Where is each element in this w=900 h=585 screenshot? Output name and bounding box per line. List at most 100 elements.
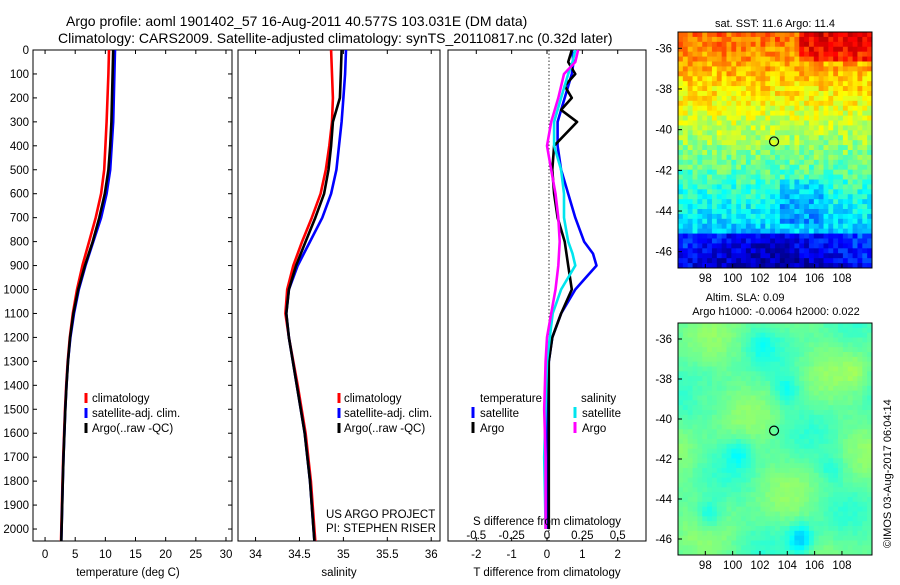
sla_map-cell bbox=[838, 419, 844, 425]
sla_map-cell bbox=[702, 472, 708, 479]
sla_map-cell bbox=[750, 482, 756, 488]
sst_map-cell bbox=[697, 120, 703, 126]
sla_map-cell bbox=[852, 366, 858, 372]
sla_map-cell bbox=[813, 535, 820, 541]
sst_map-cell bbox=[736, 95, 742, 102]
sla_map-cell bbox=[770, 530, 776, 537]
sla_map-cell bbox=[833, 424, 839, 430]
sst_map-cell bbox=[765, 81, 771, 87]
sla_map-cell bbox=[857, 530, 863, 537]
sst_map-cell bbox=[867, 81, 873, 87]
sst_map-cell bbox=[818, 115, 824, 121]
sst_map-cell bbox=[745, 66, 752, 72]
sst_map-cell bbox=[857, 145, 863, 151]
sst_map-cell bbox=[721, 164, 727, 171]
sla_map-cell bbox=[736, 376, 742, 382]
sla_map-cell bbox=[692, 439, 698, 445]
sla_map-cell bbox=[692, 550, 698, 556]
sst_map-cell bbox=[818, 179, 824, 185]
sla_map-cell bbox=[697, 448, 703, 454]
sst_map-cell bbox=[687, 71, 693, 77]
sla_map-cell bbox=[808, 323, 815, 329]
sst_map-cell bbox=[760, 248, 766, 254]
sla_map-cell bbox=[721, 468, 727, 474]
sst_map-cell bbox=[750, 179, 756, 185]
sst_map-cell bbox=[862, 179, 868, 185]
sla_map-cell bbox=[736, 419, 742, 425]
sla_map-cell bbox=[721, 361, 727, 367]
sla_map-cell bbox=[745, 463, 752, 469]
sla_map-cell bbox=[818, 381, 824, 387]
sst_map-cell bbox=[828, 86, 834, 92]
sla_map-cell bbox=[697, 323, 703, 329]
sst_map-cell bbox=[745, 174, 752, 180]
sst_map-cell bbox=[823, 228, 829, 234]
sla_map-cell bbox=[784, 530, 790, 537]
sst_map-cell bbox=[813, 76, 820, 82]
sla_map-cell bbox=[687, 443, 693, 450]
sst_map-cell bbox=[779, 100, 786, 107]
sla_map-cell bbox=[702, 337, 708, 343]
sst_map-cell bbox=[678, 159, 684, 166]
sst_map-cell bbox=[808, 135, 815, 141]
sst_map-cell bbox=[862, 81, 868, 87]
sst_map-cell bbox=[711, 209, 718, 215]
sst_map-cell bbox=[750, 243, 756, 249]
sla_map-cell bbox=[765, 506, 771, 512]
sla_map-cell bbox=[823, 390, 829, 396]
sla_map-cell bbox=[721, 521, 727, 527]
sla_map-cell bbox=[813, 453, 820, 459]
sla_map-cell bbox=[818, 337, 824, 343]
sla_map-cell bbox=[765, 458, 771, 464]
sla_map-cell bbox=[711, 424, 718, 430]
sla_map-cell bbox=[760, 419, 766, 425]
sla_map-cell bbox=[741, 492, 747, 498]
sst_map-cell bbox=[833, 130, 839, 136]
sla_map-cell bbox=[745, 366, 752, 372]
sla_map-cell bbox=[779, 458, 786, 464]
sla_map-cell bbox=[828, 501, 834, 508]
sla_map-cell bbox=[750, 390, 756, 396]
sla_map-cell bbox=[736, 327, 742, 334]
sst_map-cell bbox=[678, 174, 684, 180]
sla_map-cell bbox=[678, 516, 684, 522]
sla_map-cell bbox=[682, 506, 689, 512]
sst_map-cell bbox=[775, 76, 781, 82]
sst_map-cell bbox=[678, 41, 684, 48]
sst_map-cell bbox=[750, 213, 756, 220]
sla_map-cell bbox=[867, 385, 873, 392]
sst_map-cell bbox=[702, 233, 708, 239]
sst_map-cell bbox=[678, 130, 684, 136]
sla_map-cell bbox=[726, 492, 732, 498]
sst_map-cell bbox=[731, 164, 737, 171]
sla_map-cell bbox=[687, 419, 693, 425]
sst_map-cell bbox=[813, 105, 820, 112]
temperature-legend-argo: Argo(..raw -QC) bbox=[92, 423, 173, 435]
sst_map-cell bbox=[721, 209, 727, 215]
sla_map-cell bbox=[702, 327, 708, 334]
sla_map-cell bbox=[799, 477, 805, 483]
sla_map-cell bbox=[750, 511, 756, 517]
sla_map-cell bbox=[741, 352, 747, 358]
sla_map-cell bbox=[833, 366, 839, 372]
sst_map-cell bbox=[847, 253, 853, 259]
sla_map-cell bbox=[804, 342, 810, 348]
sla_map-cell bbox=[692, 434, 698, 440]
sla_map-cell bbox=[804, 419, 810, 425]
sst_map-cell bbox=[760, 199, 766, 205]
sla_map-cell bbox=[775, 482, 781, 488]
sla_map-cell bbox=[833, 550, 839, 556]
sst_map-cell bbox=[823, 140, 829, 146]
sla_map-cell bbox=[828, 453, 834, 459]
sla_map-cell bbox=[779, 419, 786, 425]
sst_map-cell bbox=[760, 100, 766, 107]
sla_map-cell bbox=[697, 352, 703, 358]
sla_map-cell bbox=[857, 458, 863, 464]
sla_map-cell bbox=[847, 366, 853, 372]
sst_map-cell bbox=[828, 51, 834, 57]
sla_map-cell bbox=[862, 352, 868, 358]
sla_map-cell bbox=[721, 511, 727, 517]
sla_map-cell bbox=[755, 385, 761, 392]
sst_map-cell bbox=[692, 154, 698, 161]
sla_map-cell bbox=[721, 492, 727, 498]
